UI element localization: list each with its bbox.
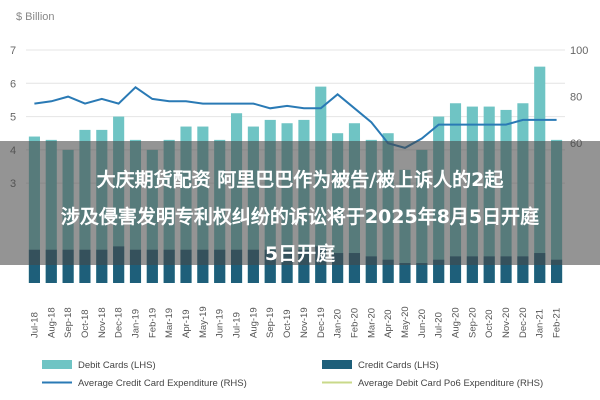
credit-bar [449, 256, 462, 283]
credit-bar [348, 253, 361, 283]
x-tick-label: Jun-19 [215, 309, 226, 338]
right-tick-label: 100 [570, 45, 588, 57]
credit-bar [500, 256, 512, 283]
credit-card-bars [28, 246, 563, 283]
x-tick-label: Apr-19 [181, 309, 192, 338]
credit-bar [466, 256, 478, 283]
credit-bar [96, 249, 108, 283]
x-tick-label: Jan-20 [333, 309, 344, 338]
x-tick-label: Oct-20 [484, 309, 495, 338]
credit-bar [28, 249, 40, 283]
x-tick-label: Oct-18 [80, 309, 91, 338]
legend-label: Debit Cards (LHS) [78, 360, 156, 371]
x-tick-label: Aug-20 [451, 307, 462, 338]
x-tick-label: Jan-21 [535, 309, 546, 338]
credit-bar [163, 249, 175, 283]
x-axis-ticks: Jul-18 Aug-18 Sep-18 Oct-18 Nov-18 Dec-18 Jan-… [29, 306, 562, 338]
credit-bar [197, 249, 209, 283]
credit-bar [399, 263, 411, 283]
headline-line-1: 大庆期货配资 阿里巴巴作为被告/被上诉人的2起 [96, 169, 504, 191]
legend-label: Credit Cards (LHS) [358, 360, 439, 371]
credit-bar [433, 259, 445, 283]
credit-bar [180, 249, 192, 283]
x-tick-label: Jan-19 [130, 309, 141, 338]
credit-bar [62, 249, 74, 283]
x-tick-label: Mar-19 [164, 308, 175, 338]
credit-bar [247, 249, 259, 283]
x-tick-label: Feb-19 [147, 308, 158, 338]
legend: Debit Cards (LHS) Credit Cards (LHS) Avera… [42, 360, 543, 389]
x-tick-label: Nov-19 [299, 307, 310, 338]
right-tick-label: 80 [570, 92, 582, 104]
credit-bar [45, 249, 57, 283]
x-tick-label: Sep-18 [63, 307, 74, 338]
x-tick-label: Feb-20 [349, 308, 360, 338]
legend-label: Average Debit Card Po6 Expenditure (RHS) [358, 378, 543, 389]
x-tick-label: Dec-20 [518, 307, 529, 338]
credit-bar [230, 249, 243, 283]
left-tick-label: 5 [10, 112, 16, 124]
headline-line-2: 涉及侵害发明专利权纠纷的诉讼将于2025年8月5日开庭 [60, 206, 540, 228]
credit-bar [146, 249, 158, 283]
x-tick-label: Sep-20 [467, 307, 478, 338]
left-axis-unit: $ Billion [16, 11, 55, 23]
legend-label: Average Credit Card Expenditure (RHS) [78, 378, 247, 389]
right-axis-ticks: 1008060 [570, 45, 588, 150]
credit-bar [517, 256, 529, 283]
credit-bar [382, 259, 394, 283]
x-tick-label: Feb-21 [552, 308, 563, 338]
credit-bar [332, 253, 344, 283]
x-tick-label: Apr-20 [383, 309, 394, 338]
x-tick-label: Mar-20 [366, 308, 377, 338]
x-tick-label: Aug-18 [46, 307, 57, 338]
x-tick-label: Oct-19 [282, 309, 293, 338]
x-tick-label: May-20 [400, 306, 411, 338]
credit-bar [365, 256, 377, 283]
credit-bar [214, 249, 226, 283]
x-tick-label: Jul-20 [434, 312, 445, 338]
headline-overlay: 大庆期货配资 阿里巴巴作为被告/被上诉人的2起 涉及侵害发明专利权纠纷的诉讼将于… [0, 141, 600, 265]
left-tick-label: 6 [10, 78, 16, 90]
x-tick-label: Nov-20 [501, 307, 512, 338]
credit-bar [534, 253, 546, 283]
x-tick-label: Jun-20 [417, 309, 428, 338]
x-tick-label: Jul-18 [29, 312, 40, 338]
x-tick-label: Aug-19 [248, 307, 259, 338]
credit-bar [79, 249, 91, 283]
x-tick-label: May-19 [198, 306, 209, 338]
x-tick-label: Nov-18 [97, 307, 108, 338]
left-tick-label: 7 [10, 45, 16, 57]
credit-bar [551, 259, 563, 283]
credit-bar [483, 256, 495, 283]
credit-bar [281, 249, 293, 283]
credit-bar [129, 249, 142, 283]
x-tick-label: Jul-19 [232, 312, 243, 338]
credit-bar [416, 263, 428, 283]
avg-credit-line [34, 86, 557, 149]
legend-swatch [42, 360, 72, 369]
x-tick-label: Dec-18 [114, 307, 125, 338]
credit-bar [264, 249, 276, 283]
avg-credit-expenditure-line [34, 86, 557, 149]
headline-line-3: 5日开庭 [264, 243, 336, 265]
x-tick-label: Dec-19 [316, 307, 327, 338]
credit-bar [298, 249, 310, 283]
legend-swatch [322, 360, 352, 369]
x-tick-label: Sep-19 [265, 307, 276, 338]
